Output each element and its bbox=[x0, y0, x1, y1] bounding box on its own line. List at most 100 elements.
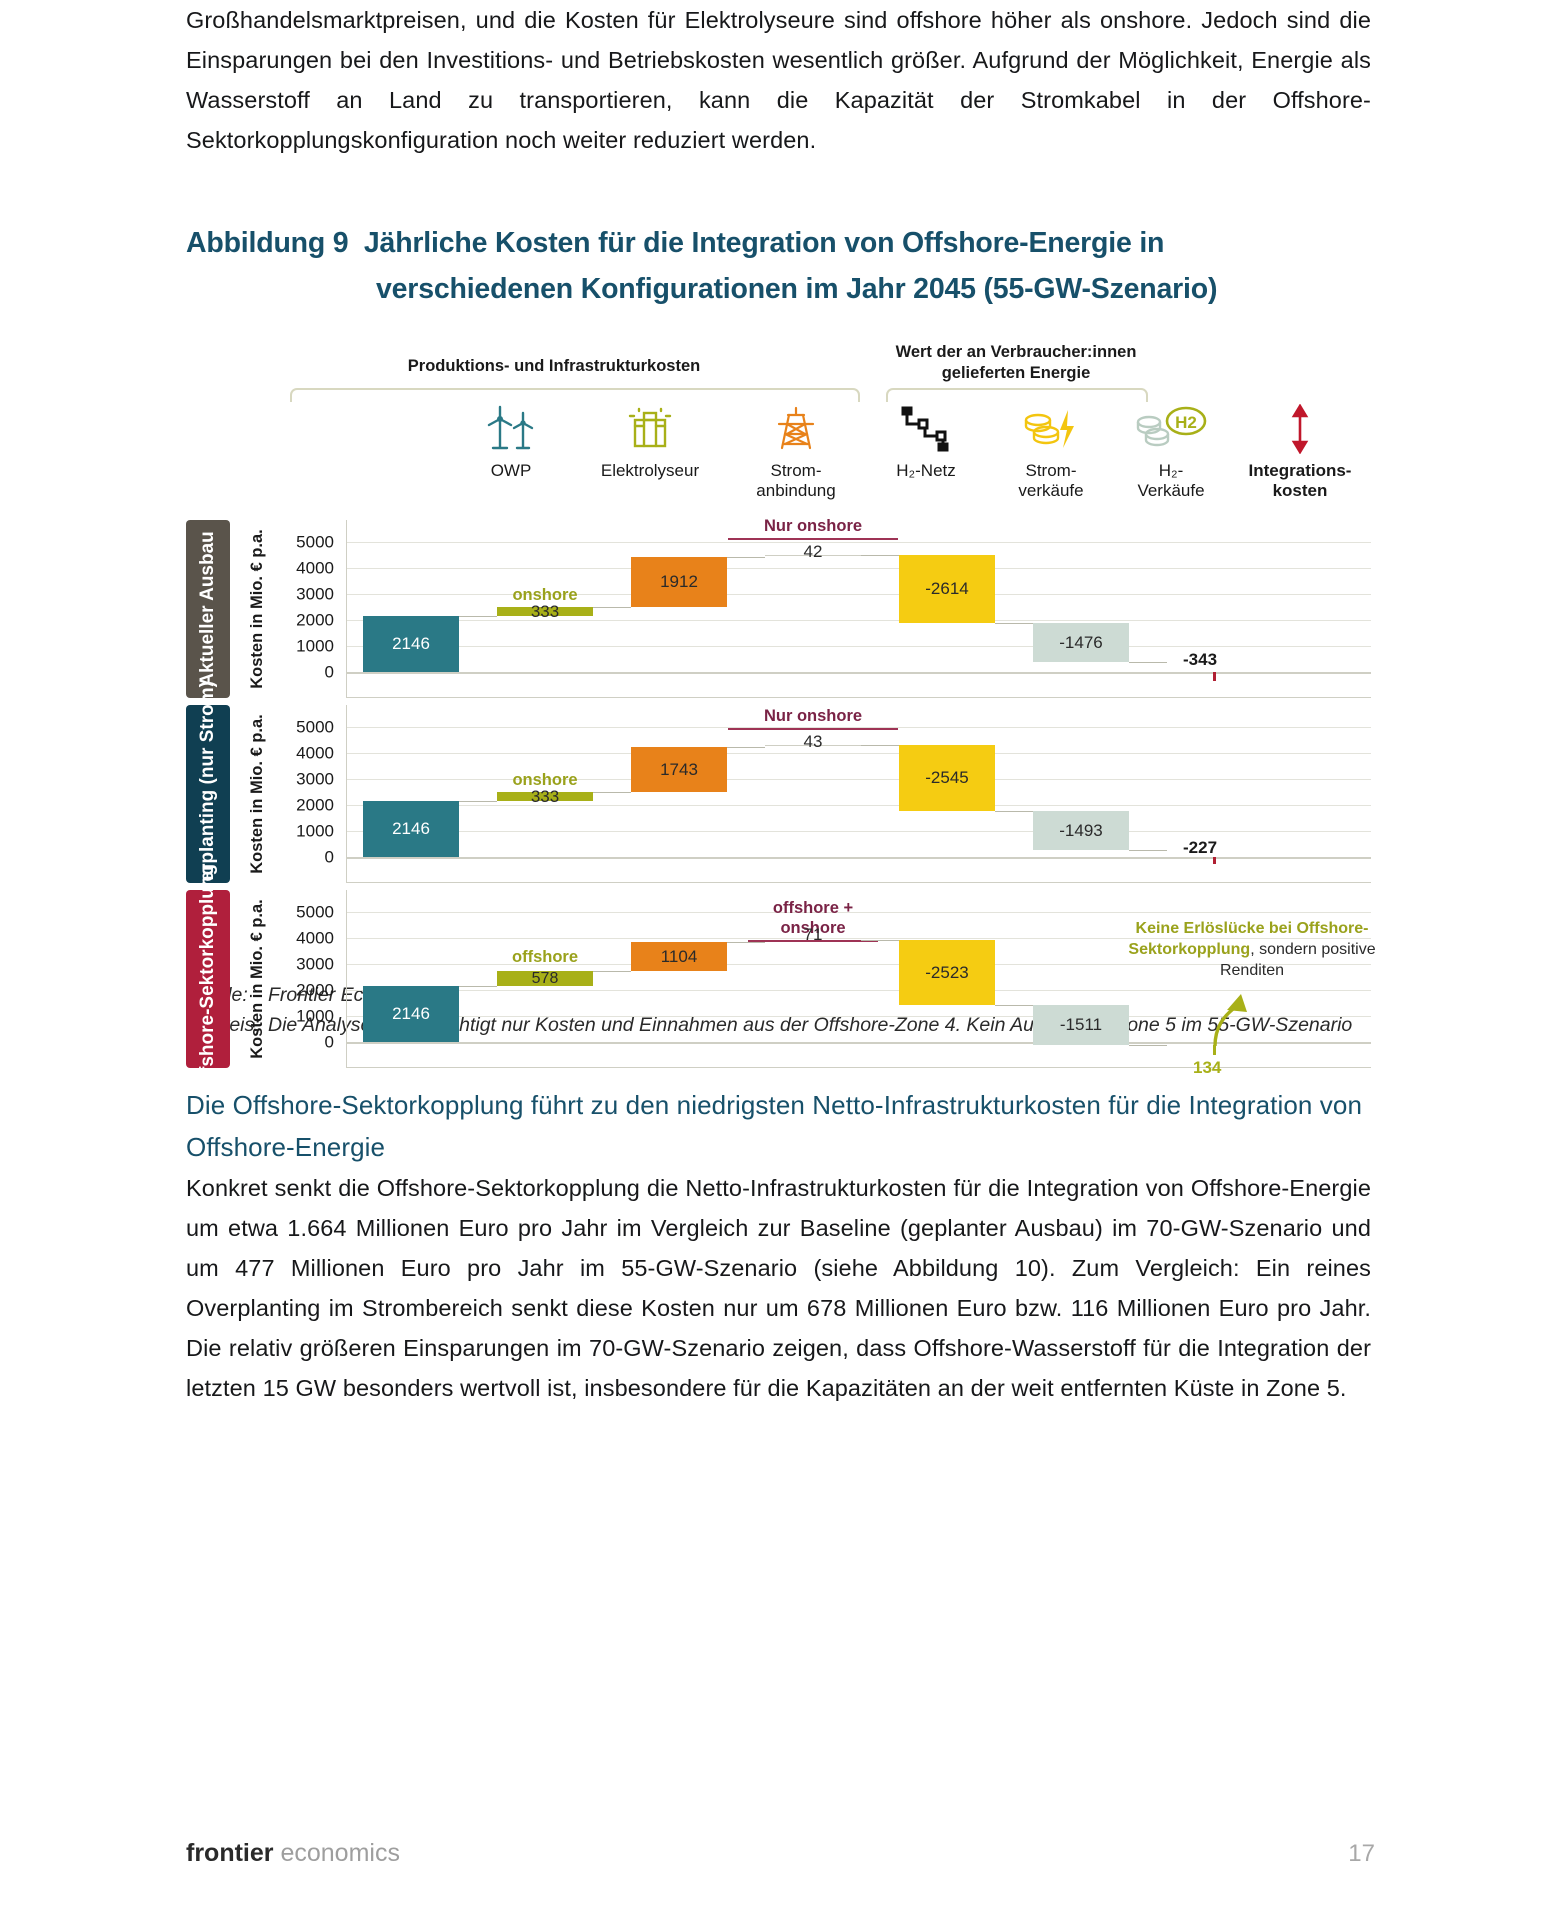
y-axis-title-label: Kosten in Mio. € p.a. bbox=[248, 529, 267, 689]
bar-grid-connection: 1104 bbox=[631, 942, 727, 971]
bar-power-sales: -2614 bbox=[899, 555, 995, 623]
panel-tag-aktueller-ausbau: Aktueller Ausbau bbox=[186, 520, 230, 698]
bar-owp: 2146 bbox=[363, 986, 459, 1042]
column-label-integration-costs-line1: Integrations- bbox=[1248, 461, 1352, 480]
net-marker bbox=[1213, 672, 1216, 681]
y-axis-ticks: 5000 4000 3000 2000 1000 0 bbox=[282, 520, 340, 698]
plot-area: 2146 578 offshore 1104 offshore + onshor… bbox=[346, 890, 1376, 1077]
bar-electrolyser bbox=[497, 792, 593, 801]
column-label-h2-network: H₂-Netz bbox=[896, 461, 956, 480]
figure-number: Abbildung 9 bbox=[186, 227, 349, 259]
net-label: -343 bbox=[1183, 650, 1218, 669]
connector bbox=[861, 745, 899, 746]
pipeline-icon bbox=[861, 404, 991, 456]
paragraph-lower: Konkret senkt die Offshore-Sektorkopplun… bbox=[186, 1175, 1371, 1401]
y-tick-3000: 3000 bbox=[296, 584, 334, 604]
gridline bbox=[347, 646, 1371, 647]
gridline bbox=[347, 753, 1371, 754]
y-axis-title-label: Kosten in Mio. € p.a. bbox=[248, 899, 267, 1059]
column-h2-network: H₂-Netz bbox=[861, 404, 991, 481]
y-tick-4000: 4000 bbox=[296, 928, 334, 948]
net-marker bbox=[1213, 857, 1216, 864]
electrolyser-sublabel: onshore bbox=[512, 771, 578, 789]
gridline bbox=[347, 594, 1371, 595]
connector bbox=[727, 747, 765, 748]
offshore-annotation: Keine Erlöslücke bei Offshore-Sektorkopp… bbox=[1107, 918, 1397, 981]
zero-line bbox=[347, 857, 1371, 859]
y-axis-title-label: Kosten in Mio. € p.a. bbox=[248, 714, 267, 874]
page-number: 17 bbox=[1348, 1840, 1375, 1867]
y-tick-1000: 1000 bbox=[296, 1006, 334, 1026]
gridline bbox=[347, 727, 1371, 728]
coins-h2-icon: H2 bbox=[1106, 404, 1236, 456]
connector bbox=[995, 1005, 1033, 1006]
h2-network-annotation: Nur onshore bbox=[728, 706, 898, 730]
connector bbox=[727, 557, 765, 558]
gridline bbox=[347, 1016, 1371, 1017]
panel-offshore-sektorkopplung: Offshore-Sektorkopplung Kosten in Mio. €… bbox=[186, 864, 1376, 1094]
gridline bbox=[347, 912, 1371, 913]
bracket-production bbox=[290, 388, 860, 402]
connector bbox=[995, 623, 1033, 624]
bar-label-electrolyser: 333 bbox=[530, 602, 560, 621]
panel-overplanting: Overplanting (nur Strom) Kosten in Mio. … bbox=[186, 681, 1371, 907]
brand-name-light: economics bbox=[280, 1839, 400, 1867]
y-tick-5000: 5000 bbox=[296, 532, 334, 552]
bar-power-sales: -2545 bbox=[899, 745, 995, 811]
y-axis-ticks: 5000 4000 3000 2000 1000 0 bbox=[282, 890, 340, 1068]
offshore-annotation-rest: , sondern positive Renditen bbox=[1219, 941, 1376, 979]
page-content: Großhandelsmarktpreisen, und die Kosten … bbox=[186, 0, 1376, 1408]
y-axis-ticks: 5000 4000 3000 2000 1000 0 bbox=[282, 705, 340, 883]
y-axis-title: Kosten in Mio. € p.a. bbox=[234, 705, 280, 883]
gridline bbox=[347, 542, 1371, 543]
y-tick-2000: 2000 bbox=[296, 980, 334, 1000]
column-integration-costs: Integrations- kosten bbox=[1226, 404, 1374, 501]
column-owp: OWP bbox=[446, 404, 576, 481]
y-tick-5000: 5000 bbox=[296, 717, 334, 737]
panel-tag-offshore-sektorkopplung: Offshore-Sektorkopplung bbox=[186, 864, 230, 1094]
brand-name-bold: frontier bbox=[186, 1839, 274, 1867]
panel-tag-label: Aktueller Ausbau bbox=[197, 531, 218, 687]
connector bbox=[459, 616, 497, 617]
y-tick-4000: 4000 bbox=[296, 743, 334, 763]
double-arrow-icon bbox=[1226, 404, 1374, 456]
column-power-sales: Strom- verkäufe bbox=[986, 404, 1116, 501]
net-label: -227 bbox=[1183, 838, 1218, 857]
group-label-energy-value-line1: Wert der an Verbraucher:innen bbox=[895, 343, 1137, 361]
y-tick-1000: 1000 bbox=[296, 636, 334, 656]
y-axis-title: Kosten in Mio. € p.a. bbox=[234, 520, 280, 698]
plot-area: 2146 onshore 333 1743 Nur onshore 43 -25… bbox=[346, 705, 1371, 883]
y-tick-1000: 1000 bbox=[296, 821, 334, 841]
connector bbox=[593, 792, 631, 793]
bar-label-h2-network: 71 bbox=[803, 925, 823, 944]
connector bbox=[459, 986, 497, 987]
wind-turbine-icon bbox=[446, 404, 576, 456]
bar-electrolyser bbox=[497, 607, 593, 616]
column-label-power-sales-line2: verkäufe bbox=[1018, 481, 1084, 500]
net-marker bbox=[1213, 1045, 1216, 1055]
brand-logo: frontier economics bbox=[186, 1839, 400, 1868]
y-tick-5000: 5000 bbox=[296, 902, 334, 922]
y-tick-0: 0 bbox=[324, 662, 334, 682]
connector bbox=[1129, 662, 1167, 663]
y-tick-0: 0 bbox=[324, 847, 334, 867]
bar-grid-connection: 1912 bbox=[631, 557, 727, 607]
gridline bbox=[347, 805, 1371, 806]
bar-label-h2-network: 43 bbox=[803, 732, 823, 751]
panel-tag-overplanting: Overplanting (nur Strom) bbox=[186, 681, 230, 907]
column-label-h2-sales-line1: H₂- bbox=[1158, 461, 1184, 480]
connector bbox=[593, 971, 631, 972]
figure-title-line1: Jährliche Kosten für die Integration von… bbox=[363, 227, 1165, 259]
plot-area: 2146 onshore 333 1912 Nur onshore bbox=[346, 517, 1371, 698]
svg-text:H2: H2 bbox=[1175, 413, 1197, 432]
column-label-grid-connection-line2: anbindung bbox=[756, 481, 836, 500]
y-tick-3000: 3000 bbox=[296, 954, 334, 974]
paragraph-top: Großhandelsmarktpreisen, und die Kosten … bbox=[186, 7, 1371, 153]
gridline bbox=[347, 990, 1371, 991]
y-axis-title: Kosten in Mio. € p.a. bbox=[234, 890, 280, 1068]
connector bbox=[459, 801, 497, 802]
gridline bbox=[347, 938, 1371, 939]
column-grid-connection: Strom- anbindung bbox=[726, 404, 866, 501]
column-electrolyser: Elektrolyseur bbox=[566, 404, 734, 481]
